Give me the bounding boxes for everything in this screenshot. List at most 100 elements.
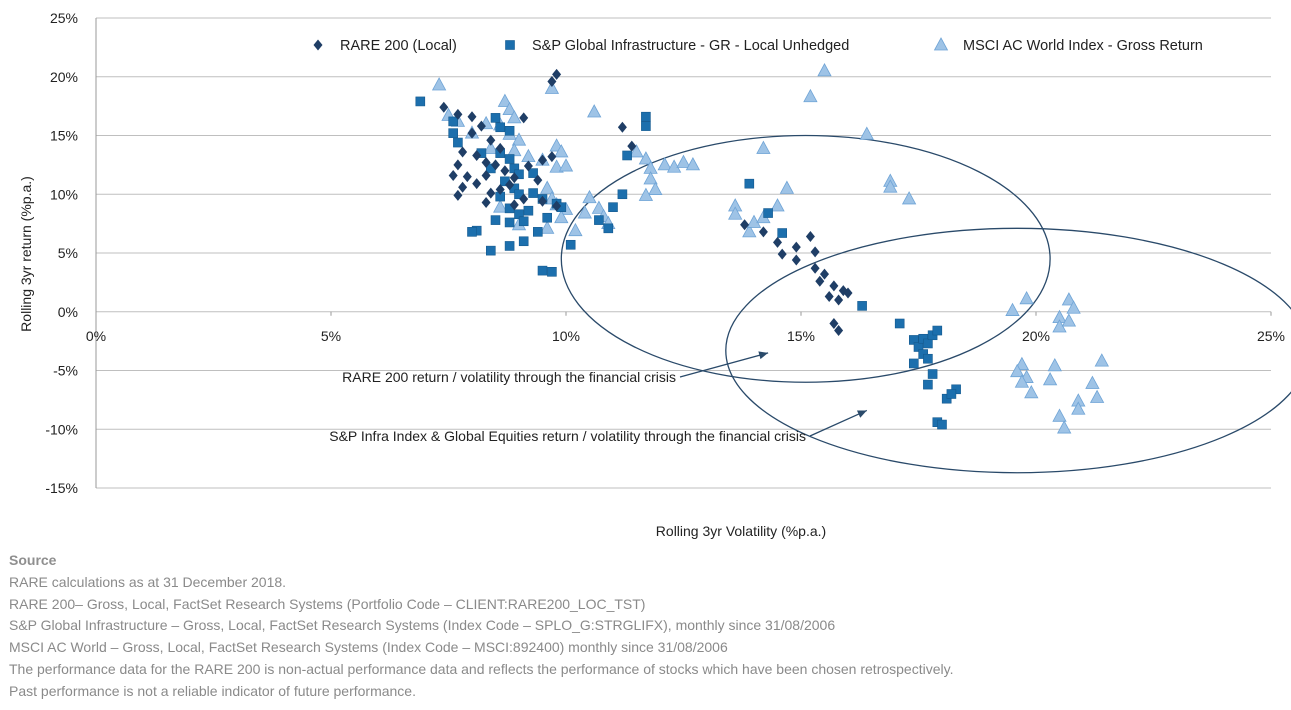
legend: RARE 200 (Local) S&P Global Infrastructur… xyxy=(313,37,1203,54)
rare200-point xyxy=(453,108,463,120)
y-tick-label: 20% xyxy=(50,69,78,85)
sp-infra-point xyxy=(523,205,534,216)
y-tick-label: -15% xyxy=(45,480,78,496)
rare200-point xyxy=(472,178,482,190)
msci-point xyxy=(643,171,658,185)
msci-point xyxy=(685,157,701,171)
rare200-point xyxy=(519,193,529,205)
sp-infra-point xyxy=(622,150,632,161)
msci-point xyxy=(568,222,583,237)
x-tick-label: 5% xyxy=(321,328,341,344)
source-line: RARE calculations as at 31 December 2018… xyxy=(9,573,287,590)
legend-marker-sp-infra xyxy=(505,40,515,50)
msci-point xyxy=(497,93,513,107)
y-axis-title: Rolling 3yr return (%p.a.) xyxy=(18,176,34,332)
y-tick-label: 10% xyxy=(50,186,78,202)
rare200-point xyxy=(552,68,562,80)
msci-point xyxy=(629,144,644,158)
msci-point xyxy=(901,191,917,205)
sp-infra-point xyxy=(763,208,773,218)
sp-infra-point xyxy=(932,325,943,336)
rare200-point xyxy=(495,142,505,154)
rare200-point xyxy=(495,184,505,196)
msci-point xyxy=(728,206,743,220)
msci-point xyxy=(817,63,832,77)
msci-point xyxy=(859,126,874,140)
msci-point xyxy=(493,199,508,213)
msci-point xyxy=(1042,372,1058,386)
msci-point xyxy=(1071,401,1086,415)
msci-point xyxy=(1005,302,1020,316)
msci-point xyxy=(540,180,555,194)
msci-point xyxy=(483,140,498,154)
rare200-point xyxy=(829,280,839,292)
msci-point xyxy=(1089,389,1105,403)
x-tick-label: 20% xyxy=(1022,328,1050,344)
legend-marker-rare200 xyxy=(313,39,323,51)
rare200-point xyxy=(476,120,486,132)
msci-point xyxy=(648,181,663,195)
rare200-point xyxy=(491,159,500,171)
sp-infra-point xyxy=(946,389,957,399)
msci-point xyxy=(1024,384,1039,399)
y-tick-label: 0% xyxy=(58,304,78,320)
source-notes: Source RARE calculations as at 31 Decemb… xyxy=(9,550,1279,703)
msci-point xyxy=(1052,408,1067,422)
sp-infra-point xyxy=(641,111,651,122)
source-line: The performance data for the RARE 200 is… xyxy=(9,660,954,677)
msci-point xyxy=(1061,313,1077,327)
rare200-point xyxy=(791,254,801,266)
sp-infra-point xyxy=(603,223,614,234)
data-points xyxy=(415,63,1109,434)
legend-label: RARE 200 (Local) xyxy=(340,38,457,54)
rare200-point xyxy=(824,290,834,302)
x-tick-label: 15% xyxy=(787,328,815,344)
rare200-point xyxy=(627,140,637,152)
msci-point xyxy=(540,220,555,234)
rare200-point xyxy=(810,262,820,274)
sp-infra-point xyxy=(532,227,543,237)
gridlines xyxy=(96,17,1271,489)
msci-point xyxy=(549,159,564,173)
msci-point xyxy=(558,158,574,172)
msci-point xyxy=(676,154,691,168)
source-line: RARE 200– Gross, Local, FactSet Research… xyxy=(9,595,646,612)
sp-infra-point xyxy=(528,188,538,198)
sp-infra-point xyxy=(504,126,515,136)
rare200-point xyxy=(458,146,468,158)
msci-point xyxy=(591,200,607,214)
msci-point xyxy=(431,77,447,91)
msci-point xyxy=(587,104,602,118)
rare200-point xyxy=(509,172,519,184)
rare200-point xyxy=(758,226,768,238)
sp-infra-point xyxy=(495,122,506,133)
rare200-point xyxy=(547,75,557,87)
sp-infra-point xyxy=(504,217,515,228)
sp-infra-point xyxy=(937,419,947,430)
rare200-point xyxy=(500,165,510,177)
y-tick-label: -10% xyxy=(45,421,78,437)
annotation-ellipse xyxy=(725,227,1291,474)
rare200-point xyxy=(458,181,468,193)
sp-infra-point xyxy=(777,228,788,238)
source-heading: Source xyxy=(9,552,57,568)
sp-infra-point xyxy=(547,266,557,277)
series-msci xyxy=(431,63,1109,434)
msci-point xyxy=(742,224,757,238)
sp-infra-point xyxy=(617,189,628,200)
sp-infra-point xyxy=(528,168,538,178)
msci-point xyxy=(554,144,569,158)
annotation-label: S&P Infra Index & Global Equities return… xyxy=(329,428,806,444)
y-tick-label: -5% xyxy=(53,363,78,379)
rare200-point xyxy=(777,248,787,260)
sp-infra-point xyxy=(594,215,604,225)
rare200-point xyxy=(791,241,801,253)
msci-point xyxy=(1066,300,1081,314)
sp-infra-point xyxy=(908,358,919,369)
legend-label: S&P Global Infrastructure - GR - Local U… xyxy=(532,38,849,54)
sp-infra-point xyxy=(448,128,459,138)
rare200-point xyxy=(538,195,547,207)
msci-point xyxy=(1057,420,1072,434)
series-rare200 xyxy=(439,68,853,337)
msci-point xyxy=(756,140,771,154)
